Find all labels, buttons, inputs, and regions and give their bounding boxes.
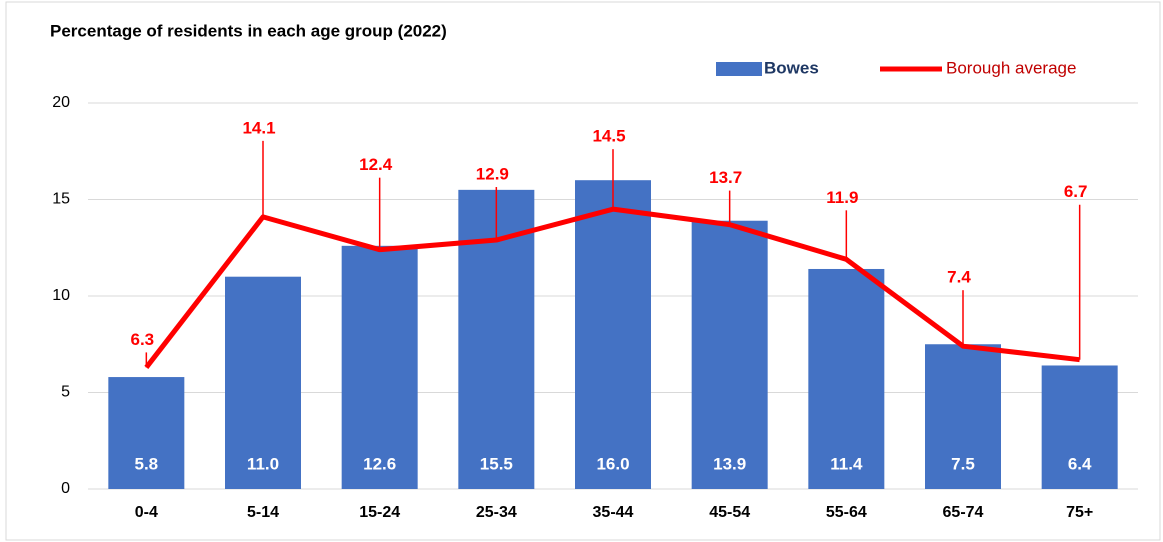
line-value-label: 12.9 [476,165,509,184]
legend-label: Bowes [764,58,819,77]
bar [108,377,185,489]
x-tick-label: 45-54 [709,504,750,521]
bar-value-label: 5.8 [135,454,159,473]
bar-value-label: 11.0 [247,454,279,473]
bar-value-label: 16.0 [596,454,629,473]
bar [225,276,301,489]
y-tick-label: 0 [61,480,70,497]
bar-value-label: 15.5 [480,454,513,473]
x-tick-label: 15-24 [359,504,400,521]
x-tick-label: 0-4 [135,504,158,521]
bar [691,220,768,490]
x-tick-label: 35-44 [593,504,634,521]
x-tick-label: 75+ [1066,504,1093,521]
y-tick-label: 20 [52,94,70,111]
legend-swatch [716,62,762,76]
legend-label: Borough average [946,58,1076,77]
x-tick-label: 55-64 [826,504,867,521]
line-value-label: 13.7 [709,168,742,187]
x-tick-label: 5-14 [247,504,279,521]
bar-value-label: 12.6 [363,454,396,473]
line-value-label: 6.7 [1064,182,1088,201]
bar [925,344,1001,489]
bar-value-label: 11.4 [830,454,863,473]
bar-value-label: 7.5 [951,454,975,473]
x-tick-label: 65-74 [943,504,984,521]
line-value-label: 14.5 [592,127,625,146]
line-value-label: 14.1 [242,118,275,137]
bar [341,245,418,489]
bar [1041,365,1118,489]
y-tick-label: 15 [52,191,70,208]
line-value-label: 7.4 [947,268,971,287]
line-value-label: 12.4 [359,155,393,174]
y-tick-label: 5 [61,384,70,401]
chart-title: Percentage of residents in each age grou… [50,21,447,40]
line-value-label: 11.9 [826,188,858,207]
bar [808,268,885,489]
bar-value-label: 6.4 [1068,454,1092,473]
bar-value-label: 13.9 [713,454,746,473]
line-value-label: 6.3 [131,330,155,349]
y-tick-label: 10 [52,287,70,304]
x-tick-label: 25-34 [476,504,517,521]
bar [575,180,651,489]
